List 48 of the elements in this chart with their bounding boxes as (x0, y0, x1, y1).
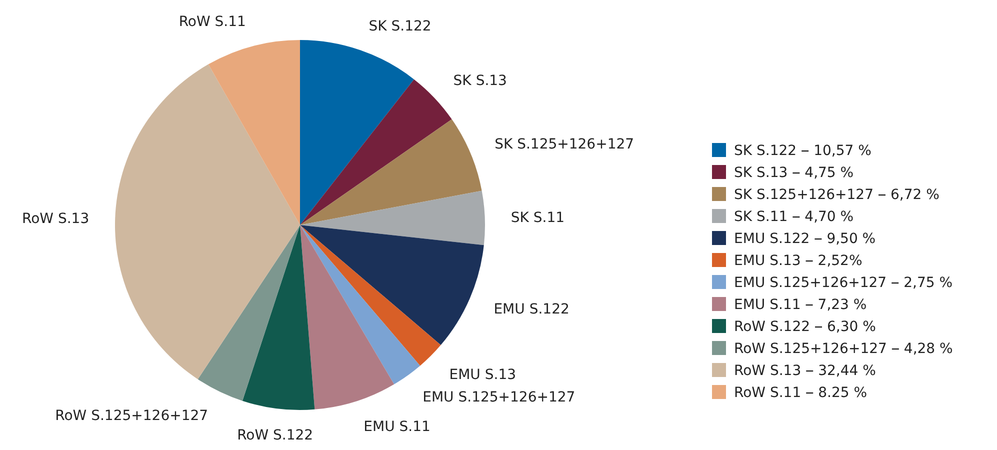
slice-label: RoW S.125+126+127 (55, 408, 208, 424)
pie-slice (242, 225, 315, 410)
data-label: 4,70 % (804, 208, 854, 225)
pie-slice (300, 225, 394, 410)
pie-slice (300, 225, 420, 384)
data-label: 2,52% (818, 252, 862, 269)
legend-label: RoW S.125+126+127 (734, 340, 887, 357)
data-label: 10,57 % (814, 142, 872, 159)
slice-label: SK S.122 (368, 18, 432, 34)
legend-label: SK S.122 (734, 142, 797, 159)
pie-slice (300, 79, 452, 225)
legend-label: EMU S.122 (734, 230, 810, 247)
data-label: 7,23 % (818, 296, 867, 313)
legend-label: SK S.13 (734, 164, 788, 181)
legend-label: SK S.11 (734, 208, 788, 225)
slice-label: EMU S.122 (494, 302, 570, 318)
slice-label: RoW S.11 (178, 14, 246, 30)
data-label: 2,75 % (904, 274, 953, 291)
data-label: 9,50 % (826, 230, 876, 247)
data-label: 4,28 % (904, 340, 953, 357)
slice-label: SK S.125+126+127 (494, 136, 634, 152)
legend-label: RoW S.13 (734, 362, 802, 379)
data-label: 4,75 % (804, 164, 854, 181)
legend-label: RoW S.11 (734, 384, 802, 401)
pie-slice (300, 225, 484, 346)
pie-slice (300, 190, 485, 246)
legend-label: EMU S.11 (734, 296, 801, 313)
data-label: 6,72 % (890, 186, 940, 203)
pie-slice (300, 225, 441, 366)
slice-label: EMU S.11 (364, 419, 430, 436)
legend-label: RoW S.122 (734, 318, 810, 335)
pie-slice (300, 119, 482, 225)
legend-label: EMU S.13 (734, 252, 801, 269)
slice-label: RoW S.13 (22, 210, 90, 227)
slice-label: SK S.11 (510, 210, 565, 226)
data-label: 32,44 % (818, 362, 876, 379)
slice-label: SK S.13 (453, 72, 507, 89)
data-label: 8.25 % (818, 384, 868, 401)
slice-label: RoW S.122 (237, 427, 314, 444)
pie-slice (208, 40, 300, 225)
legend-label: EMU S.125+126+127 (734, 274, 887, 291)
pie-slice (198, 225, 300, 401)
legend-label: SK S.125+126+127 (734, 186, 874, 203)
slice-label: EMU S.125+126+127 (422, 390, 576, 406)
pie-slice (115, 64, 300, 380)
data-label: 6,30 % (827, 318, 876, 335)
slice-label: EMU S.13 (449, 367, 516, 384)
pie-slice (300, 40, 414, 225)
